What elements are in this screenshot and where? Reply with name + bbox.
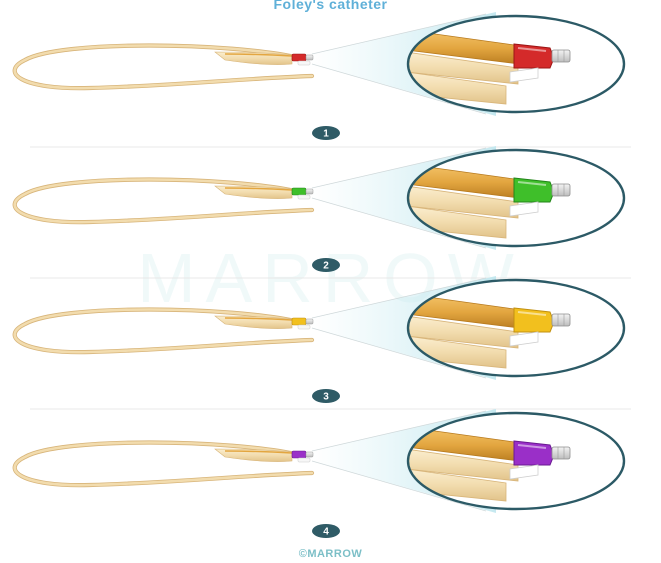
port-white-small (297, 457, 311, 463)
valve-highlight (517, 47, 547, 52)
catheter-loop (13, 441, 314, 487)
port-white-small (297, 194, 311, 200)
connector-small (305, 451, 314, 458)
catheter-loop (13, 178, 314, 224)
balloon-port-small (291, 53, 307, 62)
catheter-amber-line (224, 53, 293, 57)
valve-highlight (517, 311, 547, 316)
white-port-flap (509, 331, 539, 347)
catheter-loop (13, 308, 314, 354)
valve-highlight (517, 444, 547, 449)
catheter-panel-2: 2 (12, 146, 626, 272)
magnifier-outline (406, 411, 626, 511)
white-port-flap (509, 67, 539, 83)
panel-number-badge (312, 389, 340, 403)
catheter-panel-1: 1 (12, 12, 626, 140)
panel-number-label: 2 (323, 261, 329, 272)
white-port-flap (509, 464, 539, 480)
zoom-line-top (311, 410, 487, 452)
catheter-amber-line (224, 187, 293, 191)
luer-connector (551, 313, 571, 327)
luer-connector (551, 183, 571, 197)
balloon-port-small (291, 450, 307, 459)
balloon-port-small (291, 187, 307, 196)
panel-number-badge (312, 524, 340, 538)
magnifier-outline (406, 278, 626, 378)
panel-number-label: 3 (323, 392, 329, 403)
valve-highlight (517, 181, 547, 186)
zoom-line-bottom (311, 327, 487, 379)
magnifier-outline (406, 14, 626, 114)
zoom-line-top (311, 277, 487, 319)
connector-small (305, 188, 314, 195)
magnified-detail (408, 413, 624, 509)
luer-connector (551, 446, 571, 460)
panel-number-badge (312, 258, 340, 272)
figure-title: Foley's catheter (273, 0, 388, 12)
catheter-panel-4: 4 (12, 409, 626, 538)
magnifier-outline (406, 148, 626, 248)
port-white-small (297, 60, 311, 66)
copyright-text: ©MARROW (298, 548, 363, 560)
catheter-amber-line (224, 317, 293, 321)
connector-small (305, 54, 314, 61)
panel-number-badge (312, 126, 340, 140)
zoom-line-bottom (311, 460, 487, 512)
cream-tube-upper (408, 315, 519, 349)
cream-tube-upper (408, 185, 519, 219)
zoom-line-top (311, 147, 487, 189)
port-white-small (297, 324, 311, 330)
zoom-line-bottom (311, 197, 487, 249)
luer-connector (551, 49, 571, 63)
catheter-amber-line (224, 450, 293, 454)
panel-number-label: 4 (323, 527, 329, 538)
catheter-loop (13, 44, 314, 90)
white-port-flap (509, 201, 539, 217)
zoom-line-top (311, 13, 487, 55)
zoom-line-bottom (311, 63, 487, 115)
connector-small (305, 318, 314, 325)
cream-tube-upper (408, 448, 519, 482)
panel-number-label: 1 (323, 129, 329, 140)
balloon-port-small (291, 317, 307, 326)
catheter-panel-3: 3 (12, 276, 626, 403)
magnified-detail (408, 16, 624, 112)
cream-tube-upper (408, 51, 519, 85)
